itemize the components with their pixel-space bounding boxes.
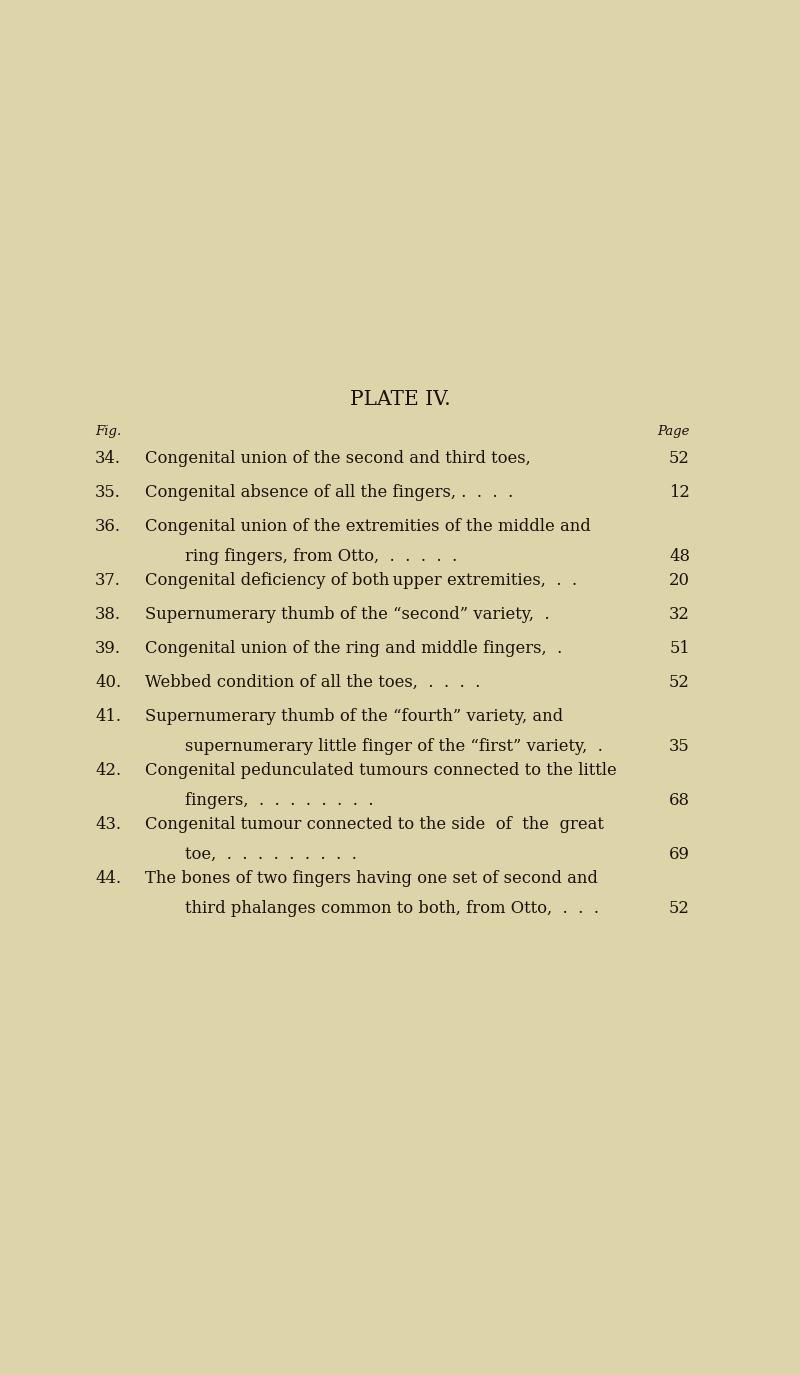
Text: 68: 68 [669,792,690,808]
Text: Page: Page [658,425,690,439]
Text: Webbed condition of all the toes,  .  .  .  .: Webbed condition of all the toes, . . . … [145,674,491,692]
Text: Supernumerary thumb of the “second” variety,  .: Supernumerary thumb of the “second” vari… [145,606,560,623]
Text: 42.: 42. [95,762,121,780]
Text: third phalanges common to both, from Otto,  .  .  .: third phalanges common to both, from Ott… [185,899,599,917]
Text: Congenital union of the extremities of the middle and: Congenital union of the extremities of t… [145,518,590,535]
Text: 52: 52 [669,450,690,468]
Text: 69: 69 [669,846,690,864]
Text: 38.: 38. [95,606,121,623]
Text: Fig.: Fig. [95,425,122,439]
Text: 52: 52 [669,674,690,692]
Text: PLATE IV.: PLATE IV. [350,390,450,408]
Text: 36.: 36. [95,518,121,535]
Text: Congenital deficiency of both upper extremities,  .  .: Congenital deficiency of both upper extr… [145,572,588,588]
Text: Congenital absence of all the fingers, .  .  .  .: Congenital absence of all the fingers, .… [145,484,514,500]
Text: 41.: 41. [95,708,121,725]
Text: 32: 32 [669,606,690,623]
Text: Congenital union of the ring and middle fingers,  .: Congenital union of the ring and middle … [145,639,573,657]
Text: fingers,  .  .  .  .  .  .  .  .: fingers, . . . . . . . . [185,792,374,808]
Text: 43.: 43. [95,815,121,833]
Text: The bones of two fingers having one set of second and: The bones of two fingers having one set … [145,870,598,887]
Text: toe,  .  .  .  .  .  .  .  .  .: toe, . . . . . . . . . [185,846,357,864]
Text: supernumerary little finger of the “first” variety,  .: supernumerary little finger of the “firs… [185,738,603,755]
Text: ring fingers, from Otto,  .  .  .  .  .: ring fingers, from Otto, . . . . . [185,547,458,565]
Text: 20: 20 [669,572,690,588]
Text: 44.: 44. [95,870,121,887]
Text: 52: 52 [669,899,690,917]
Text: 39.: 39. [95,639,121,657]
Text: Congenital union of the second and third toes,: Congenital union of the second and third… [145,450,530,468]
Text: 37.: 37. [95,572,121,588]
Text: 40.: 40. [95,674,121,692]
Text: Congenital pedunculated tumours connected to the little: Congenital pedunculated tumours connecte… [145,762,617,780]
Text: 12: 12 [669,484,690,500]
Text: 51: 51 [670,639,690,657]
Text: Congenital tumour connected to the side  of  the  great: Congenital tumour connected to the side … [145,815,604,833]
Text: 35.: 35. [95,484,121,500]
Text: 34.: 34. [95,450,121,468]
Text: Supernumerary thumb of the “fourth” variety, and: Supernumerary thumb of the “fourth” vari… [145,708,563,725]
Text: 35: 35 [670,738,690,755]
Text: 48: 48 [669,547,690,565]
